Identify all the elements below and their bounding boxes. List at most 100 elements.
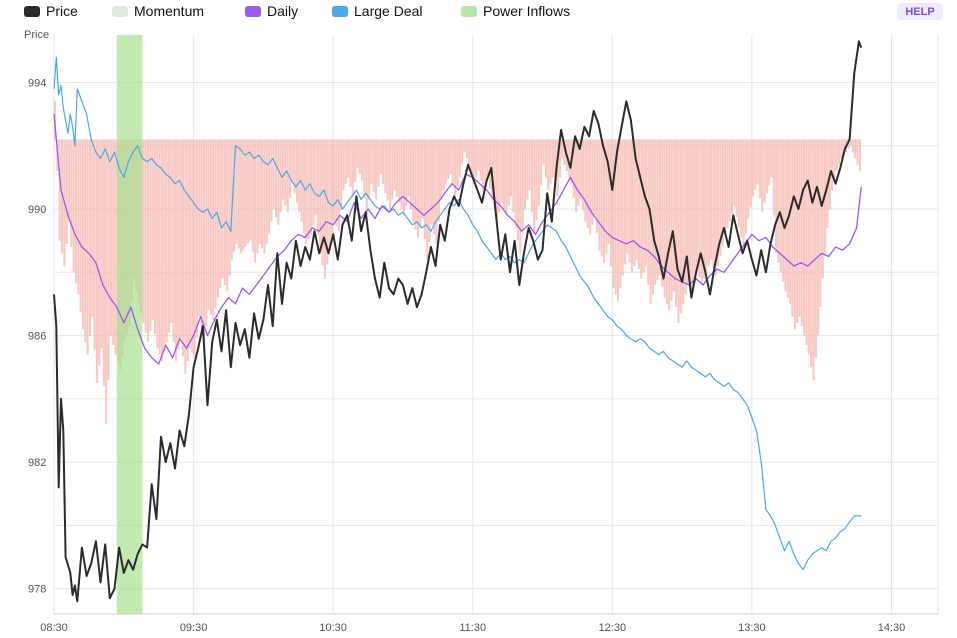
momentum-bar bbox=[772, 139, 775, 216]
momentum-bar bbox=[749, 139, 752, 208]
momentum-bar bbox=[147, 139, 150, 342]
momentum-bar bbox=[851, 139, 855, 153]
momentum-bar bbox=[79, 139, 82, 312]
momentum-bar bbox=[502, 139, 506, 210]
y-tick-label: 990 bbox=[28, 204, 46, 216]
momentum-bar bbox=[212, 139, 215, 320]
momentum-bar bbox=[793, 139, 796, 330]
momentum-bar bbox=[700, 139, 703, 285]
momentum-bar bbox=[598, 139, 601, 251]
momentum-bar bbox=[568, 139, 571, 178]
momentum-bar bbox=[691, 139, 694, 295]
momentum-bar bbox=[789, 139, 792, 304]
momentum-bar bbox=[205, 139, 208, 327]
momentum-bar bbox=[544, 139, 547, 178]
momentum-bar bbox=[858, 139, 862, 172]
momentum-bar bbox=[251, 139, 254, 252]
momentum-bar bbox=[88, 139, 91, 336]
momentum-bar bbox=[707, 139, 710, 266]
momentum-bar bbox=[419, 139, 422, 228]
momentum-bar bbox=[768, 139, 771, 186]
momentum-bar bbox=[151, 139, 154, 320]
momentum-bar bbox=[630, 139, 634, 273]
momentum-bar bbox=[65, 139, 68, 244]
momentum-bar bbox=[105, 139, 108, 425]
momentum-bar bbox=[456, 139, 459, 187]
momentum-bar bbox=[584, 139, 587, 222]
momentum-bar bbox=[703, 139, 706, 279]
momentum-bar bbox=[696, 139, 699, 270]
momentum-bar bbox=[167, 139, 171, 333]
momentum-bar bbox=[263, 139, 266, 254]
momentum-bar bbox=[710, 139, 713, 260]
momentum-bar bbox=[596, 139, 599, 233]
momentum-bar bbox=[388, 139, 392, 210]
momentum-bar bbox=[323, 139, 326, 279]
legend-swatch-large-deal bbox=[332, 5, 348, 17]
momentum-bar bbox=[156, 139, 159, 349]
momentum-bar bbox=[386, 139, 389, 202]
momentum-bar bbox=[614, 139, 617, 295]
momentum-bar bbox=[642, 139, 645, 273]
momentum-bar bbox=[158, 139, 161, 355]
momentum-bar bbox=[149, 139, 152, 331]
momentum-bar bbox=[535, 139, 538, 221]
momentum-bar bbox=[742, 139, 745, 247]
legend-item-daily[interactable]: Daily bbox=[245, 3, 298, 19]
momentum-bar bbox=[174, 139, 178, 361]
momentum-bar bbox=[233, 139, 236, 252]
series-line-large-deal bbox=[53, 56, 862, 571]
momentum-bar bbox=[672, 139, 675, 292]
momentum-bar bbox=[74, 139, 78, 284]
momentum-bar bbox=[563, 139, 566, 165]
momentum-bar bbox=[454, 139, 457, 197]
momentum-bar bbox=[342, 139, 345, 191]
momentum-bar bbox=[758, 139, 761, 198]
momentum-bar bbox=[728, 139, 731, 222]
momentum-bar bbox=[107, 139, 110, 380]
momentum-bar bbox=[628, 139, 631, 263]
momentum-bar bbox=[435, 139, 438, 244]
help-button[interactable]: HELP bbox=[897, 3, 943, 20]
momentum-bar bbox=[819, 139, 822, 308]
momentum-bar bbox=[516, 139, 520, 241]
momentum-bar bbox=[747, 139, 750, 219]
momentum-bar bbox=[717, 139, 720, 266]
legend-item-power-inflows[interactable]: Power Inflows bbox=[461, 3, 570, 19]
momentum-bar bbox=[221, 139, 224, 279]
momentum-bar bbox=[458, 139, 461, 178]
momentum-bar bbox=[640, 139, 643, 279]
momentum-bar bbox=[737, 139, 741, 228]
momentum-bar bbox=[761, 139, 764, 213]
momentum-bar bbox=[593, 139, 596, 216]
momentum-bar bbox=[512, 139, 515, 213]
momentum-bar bbox=[810, 139, 813, 368]
momentum-bar bbox=[368, 139, 371, 200]
momentum-bar bbox=[675, 139, 678, 308]
momentum-bar bbox=[475, 139, 478, 178]
power-inflows-band bbox=[116, 35, 143, 614]
momentum-bar bbox=[347, 139, 350, 178]
momentum-bar bbox=[663, 139, 666, 298]
momentum-bar bbox=[272, 139, 275, 210]
momentum-bar bbox=[72, 139, 75, 273]
y-tick-label: 986 bbox=[28, 331, 46, 343]
momentum-bar bbox=[633, 139, 636, 266]
momentum-bar bbox=[521, 139, 524, 232]
momentum-bar bbox=[163, 139, 166, 352]
y-tick-label: 982 bbox=[28, 457, 46, 469]
series-lines bbox=[53, 40, 863, 603]
momentum-bar bbox=[414, 139, 417, 230]
momentum-bar bbox=[586, 139, 589, 228]
momentum-bar bbox=[600, 139, 603, 257]
momentum-bar bbox=[496, 139, 499, 222]
momentum-bar bbox=[416, 139, 420, 238]
momentum-bar bbox=[784, 139, 787, 292]
momentum-bar bbox=[830, 139, 834, 191]
legend-item-momentum[interactable]: Momentum bbox=[112, 3, 204, 19]
momentum-bar bbox=[256, 139, 259, 254]
momentum-bar bbox=[684, 139, 687, 295]
legend-item-price[interactable]: Price bbox=[24, 3, 78, 19]
momentum-bar bbox=[144, 139, 147, 333]
legend-item-large-deal[interactable]: Large Deal bbox=[332, 3, 423, 19]
